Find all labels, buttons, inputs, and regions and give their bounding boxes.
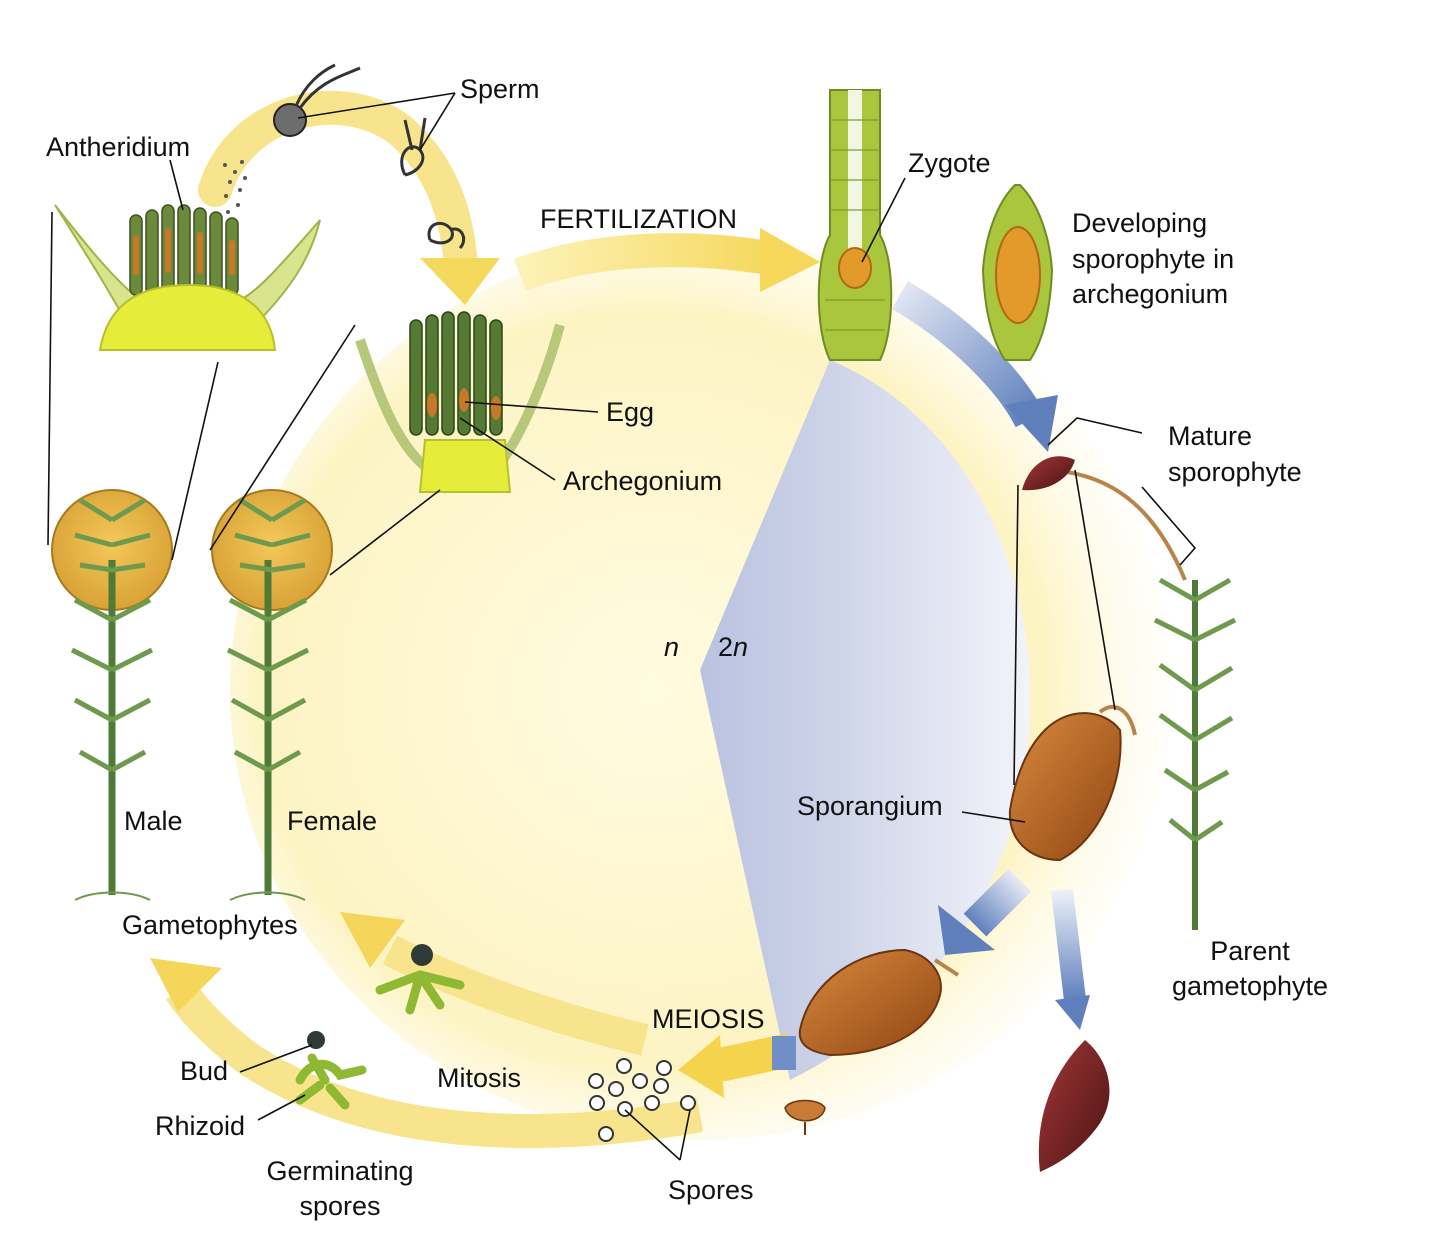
sperm-path-arrow [198,90,500,305]
label-male: Male [124,806,183,836]
label-archegonium: Archegonium [563,466,722,496]
label-sperm: Sperm [460,74,540,104]
label-gametophytes: Gametophytes [122,910,298,940]
sperm-cells [223,63,466,250]
developing-sporophyte-illustration [981,184,1054,361]
meiosis-arrow [678,1033,796,1098]
label-egg: Egg [606,397,654,427]
zygote-to-sporophyte-arrow [891,281,1058,452]
spores-illustration [588,1058,696,1142]
label-mature-sporophyte-line-1: Mature [1168,421,1252,451]
archegonium-illustration [355,311,565,493]
mature-sporophyte-illustration [1022,456,1237,930]
operculum-illustration [784,1099,826,1135]
capsule-release-arrow [1051,888,1090,1030]
label-mitosis: Mitosis [437,1063,521,1093]
labels: Sperm Antheridium FERTILIZATION Zygote D… [46,74,1328,1221]
label-mature-sporophyte-line-2: sporophyte [1168,457,1302,487]
label-spores: Spores [668,1175,754,1205]
label-germinating-spores-line-1: Germinating [266,1156,413,1186]
sporangium-illustration [1008,705,1137,862]
open-sporangium-illustration [798,948,960,1057]
label-female: Female [287,806,377,836]
label-diploid-2n: 2n [718,632,748,662]
sporangium-to-spores-arrow [938,868,1032,955]
label-germinating-spores-line-2: spores [299,1191,380,1221]
label-parent-gametophyte-line-2: gametophyte [1172,971,1328,1001]
diploid-region [700,360,1030,1080]
label-antheridium: Antheridium [46,132,190,162]
antheridium-illustration [54,204,321,351]
label-bud: Bud [180,1056,228,1086]
germinating-spore-illustration-2 [375,944,465,1015]
label-sporangium: Sporangium [797,791,943,821]
label-fertilization: FERTILIZATION [540,204,737,234]
detached-capsule-illustration [1038,1040,1110,1172]
fertilization-arrow [514,228,820,292]
germination-arrow [150,958,703,1148]
label-rhizoid: Rhizoid [155,1111,245,1141]
label-zygote: Zygote [908,148,991,178]
male-gametophyte-illustration [51,489,173,901]
label-developing-sporophyte-line-1: Developing [1072,208,1207,238]
label-meiosis: MEIOSIS [652,1004,765,1034]
label-developing-sporophyte-line-2: sporophyte in [1072,244,1234,274]
label-parent-gametophyte-line-1: Parent [1210,936,1290,966]
zygote-illustration [817,89,893,361]
leader-lines [47,92,1197,1161]
label-haploid-n: n [664,632,679,662]
female-gametophyte-illustration [211,489,333,901]
label-developing-sporophyte-line-3: archegonium [1072,279,1228,309]
